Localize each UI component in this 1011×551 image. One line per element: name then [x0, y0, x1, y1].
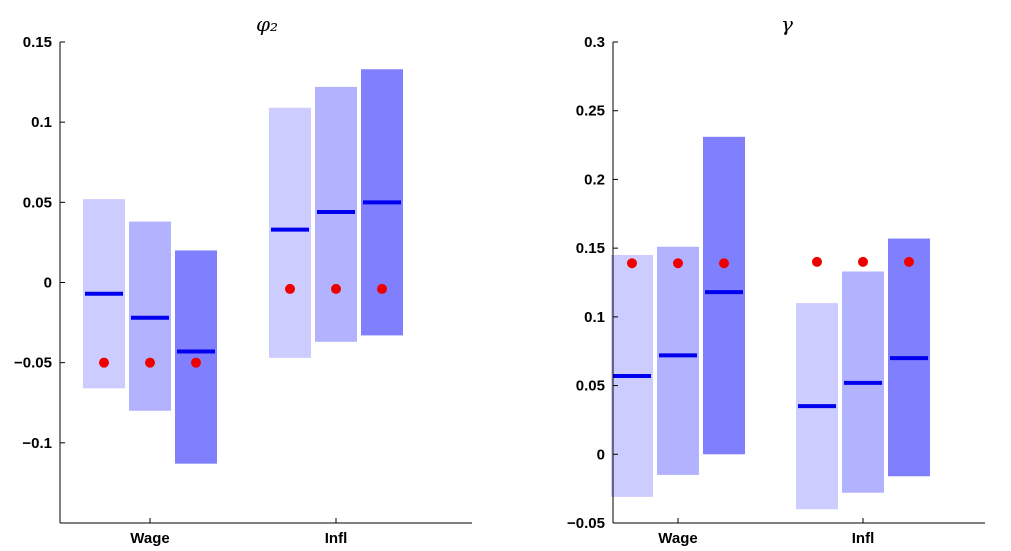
- y-tick-label-phi2: 0: [44, 275, 52, 292]
- interval-bar-phi2-wage-3: [175, 250, 217, 464]
- point-phi2-infl-2: [331, 283, 341, 294]
- point-phi2-infl-3: [377, 283, 387, 294]
- y-tick-label-gamma: −0.05: [567, 515, 605, 532]
- y-tick-label-gamma: 0.1: [584, 309, 605, 326]
- y-tick-label-gamma: 0: [597, 446, 605, 463]
- y-tick-label-gamma: 0.15: [576, 240, 605, 257]
- point-phi2-infl-1: [285, 283, 295, 294]
- y-tick-label-phi2: 0.15: [23, 34, 52, 51]
- panel-gamma: γ −0.05 0 0.05 0.1 0.15 0.2 0.25 0.3 Wage Infl: [567, 12, 985, 547]
- panel-phi2: φ₂ −0.1 −0.05 0 0.05 0.1 0.15 Wage Infl: [14, 12, 472, 547]
- category-label-phi2-wage: Wage: [130, 530, 169, 547]
- y-tick-label-phi2: −0.05: [14, 355, 52, 372]
- category-label-gamma-wage: Wage: [658, 530, 697, 547]
- point-gamma-infl-3: [904, 256, 914, 267]
- point-gamma-wage-1: [627, 258, 637, 269]
- y-tick-label-gamma: 0.25: [576, 103, 605, 120]
- y-tick-label-phi2: −0.1: [22, 435, 52, 452]
- point-gamma-wage-3: [719, 258, 729, 269]
- interval-bar-gamma-wage-3: [703, 136, 745, 455]
- y-tick-label-gamma: 0.3: [584, 34, 605, 51]
- y-tick-label-phi2: 0.1: [31, 114, 52, 131]
- category-label-gamma-infl: Infl: [852, 530, 875, 547]
- panel-title-phi2: φ₂: [256, 12, 278, 36]
- interval-bar-gamma-wage-2: [657, 246, 699, 475]
- point-gamma-wage-2: [673, 258, 683, 269]
- y-tick-label-phi2: 0.05: [23, 194, 52, 211]
- point-phi2-wage-3: [191, 357, 201, 368]
- plot-area-gamma: −0.05 0 0.05 0.1 0.15 0.2 0.25 0.3 Wage Infl: [567, 34, 985, 547]
- point-phi2-wage-1: [99, 357, 109, 368]
- category-label-phi2-infl: Infl: [325, 530, 348, 547]
- point-phi2-wage-2: [145, 357, 155, 368]
- point-gamma-infl-1: [812, 256, 822, 267]
- y-tick-label-gamma: 0.2: [584, 171, 605, 188]
- plot-area-phi2: −0.1 −0.05 0 0.05 0.1 0.15 Wage Infl: [14, 34, 472, 547]
- y-tick-label-gamma: 0.05: [576, 378, 605, 395]
- point-gamma-infl-2: [858, 256, 868, 267]
- interval-bar-phi2-infl-1: [269, 107, 311, 358]
- interval-bar-phi2-infl-2: [315, 86, 357, 342]
- panel-title-gamma: γ: [781, 12, 793, 36]
